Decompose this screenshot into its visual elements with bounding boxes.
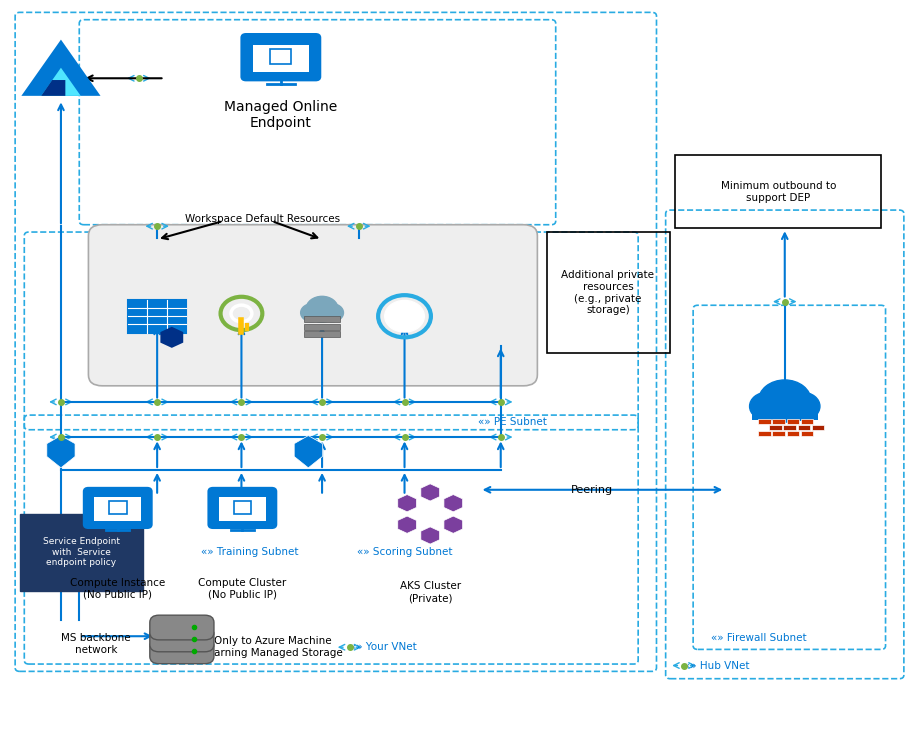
FancyBboxPatch shape	[150, 615, 214, 640]
Text: Additional private
resources
(e.g., private
storage): Additional private resources (e.g., priv…	[562, 270, 654, 315]
Text: Compute Instance
(No Public IP): Compute Instance (No Public IP)	[70, 578, 165, 600]
Text: «» Training Subnet: «» Training Subnet	[201, 547, 299, 557]
FancyBboxPatch shape	[769, 425, 782, 430]
FancyBboxPatch shape	[95, 498, 142, 521]
Text: AKS Cluster
(Private): AKS Cluster (Private)	[400, 581, 460, 603]
Text: «» PE Subnet: «» PE Subnet	[478, 417, 547, 428]
Text: «» Firewall Subnet: «» Firewall Subnet	[711, 634, 807, 643]
FancyBboxPatch shape	[304, 331, 340, 337]
FancyBboxPatch shape	[150, 627, 214, 652]
FancyBboxPatch shape	[19, 514, 143, 591]
Polygon shape	[41, 80, 65, 96]
FancyBboxPatch shape	[242, 34, 320, 80]
Text: «» Scoring Subnet: «» Scoring Subnet	[357, 547, 452, 557]
FancyBboxPatch shape	[84, 488, 152, 528]
FancyBboxPatch shape	[811, 425, 824, 430]
Text: Service Endpoint
with  Service
endpoint policy: Service Endpoint with Service endpoint p…	[42, 537, 119, 567]
Text: Only to Azure Machine
Learning Managed Storage: Only to Azure Machine Learning Managed S…	[202, 637, 343, 658]
Text: Compute Cluster
(No Public IP): Compute Cluster (No Public IP)	[199, 578, 287, 600]
Text: «» Your VNet: «» Your VNet	[349, 642, 416, 652]
Text: «» Hub VNet: «» Hub VNet	[684, 661, 750, 670]
Polygon shape	[41, 68, 81, 96]
Text: Minimum outbound to
support DEP: Minimum outbound to support DEP	[720, 181, 836, 203]
Circle shape	[301, 304, 323, 322]
FancyBboxPatch shape	[773, 431, 785, 436]
FancyBboxPatch shape	[787, 419, 799, 423]
Circle shape	[750, 392, 785, 420]
Circle shape	[385, 301, 425, 332]
FancyBboxPatch shape	[88, 225, 538, 386]
FancyBboxPatch shape	[758, 431, 771, 436]
FancyBboxPatch shape	[128, 300, 187, 333]
Circle shape	[321, 304, 344, 322]
FancyBboxPatch shape	[798, 425, 810, 430]
Circle shape	[785, 392, 820, 420]
FancyBboxPatch shape	[253, 45, 309, 73]
FancyBboxPatch shape	[150, 639, 214, 664]
FancyBboxPatch shape	[304, 317, 340, 323]
FancyBboxPatch shape	[219, 498, 266, 521]
FancyBboxPatch shape	[752, 403, 818, 420]
FancyBboxPatch shape	[209, 488, 277, 528]
Text: MS backbone
network: MS backbone network	[61, 634, 130, 655]
FancyBboxPatch shape	[800, 431, 813, 436]
FancyBboxPatch shape	[758, 419, 771, 423]
FancyBboxPatch shape	[783, 425, 796, 430]
FancyBboxPatch shape	[800, 419, 813, 423]
Text: Managed Online
Endpoint: Managed Online Endpoint	[224, 100, 337, 130]
FancyBboxPatch shape	[304, 324, 340, 330]
Circle shape	[306, 296, 338, 322]
FancyBboxPatch shape	[773, 419, 785, 423]
Polygon shape	[294, 436, 323, 467]
Text: Workspace Default Resources: Workspace Default Resources	[185, 214, 340, 224]
Text: Peering: Peering	[572, 485, 613, 495]
Polygon shape	[21, 40, 100, 96]
Circle shape	[758, 380, 811, 422]
FancyBboxPatch shape	[787, 431, 799, 436]
Polygon shape	[47, 436, 75, 467]
